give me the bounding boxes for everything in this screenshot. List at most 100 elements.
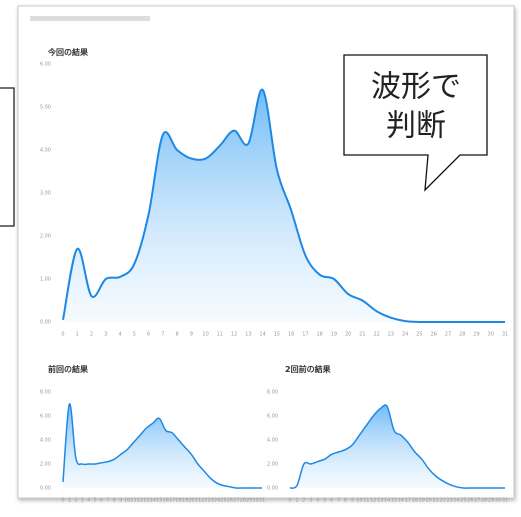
- x-tick-label: 27: [445, 332, 451, 338]
- x-tick-label: 21: [432, 498, 438, 504]
- x-tick-label: 14: [150, 498, 156, 504]
- line: [62, 88, 505, 324]
- x-tick-label: 17: [405, 498, 411, 504]
- x-tick-label: 24: [402, 332, 408, 338]
- x-tick-label: 4: [118, 332, 121, 338]
- x-tick-label: 13: [245, 332, 251, 338]
- x-tick-label: 14: [259, 332, 265, 338]
- y-tick-label: 4.00: [40, 438, 51, 444]
- y-tick-label: 2.00: [267, 462, 278, 468]
- x-tick-label: 5: [133, 332, 136, 338]
- chart-title: 前回の結果: [48, 364, 88, 374]
- chart-title: 2回前の結果: [285, 364, 331, 374]
- x-tick-label: 19: [419, 498, 425, 504]
- x-tick-label: 9: [351, 498, 354, 504]
- x-tick-label: 15: [156, 498, 162, 504]
- x-tick-label: 11: [363, 498, 369, 504]
- area: [63, 89, 505, 323]
- header-blur: [30, 16, 150, 21]
- x-tick-label: 8: [344, 498, 347, 504]
- x-tick-label: 27: [233, 498, 239, 504]
- x-tick-label: 17: [169, 498, 175, 504]
- x-tick-label: 9: [190, 332, 193, 338]
- x-tick-label: 26: [431, 332, 437, 338]
- callout-text: 波形で: [371, 70, 461, 105]
- x-tick-label: 16: [398, 498, 404, 504]
- y-tick-label: 4.00: [267, 438, 278, 444]
- x-tick-label: 7: [161, 332, 164, 338]
- x-tick-label: 31: [502, 498, 508, 504]
- x-tick-label: 22: [439, 498, 445, 504]
- x-tick-label: 15: [391, 498, 397, 504]
- x-tick-label: 30: [252, 498, 258, 504]
- callout-text: 判断: [386, 109, 446, 144]
- x-tick-label: 19: [331, 332, 337, 338]
- x-tick-label: 27: [474, 498, 480, 504]
- x-tick-label: 1: [68, 498, 71, 504]
- y-tick-label: 0.00: [40, 320, 51, 326]
- x-tick-label: 24: [214, 498, 220, 504]
- x-tick-label: 18: [316, 332, 322, 338]
- x-tick-label: 9: [119, 498, 122, 504]
- x-tick-label: 0: [61, 498, 64, 504]
- x-tick-label: 20: [345, 332, 351, 338]
- x-tick-label: 11: [217, 332, 223, 338]
- x-tick-label: 2: [90, 332, 93, 338]
- x-tick-label: 16: [288, 332, 294, 338]
- x-tick-label: 21: [359, 332, 365, 338]
- x-tick-label: 29: [473, 332, 479, 338]
- x-tick-label: 5: [323, 498, 326, 504]
- x-tick-label: 21: [195, 498, 201, 504]
- x-tick-label: 29: [488, 498, 494, 504]
- x-tick-label: 3: [309, 498, 312, 504]
- x-tick-label: 23: [446, 498, 452, 504]
- x-tick-label: 20: [426, 498, 432, 504]
- x-tick-label: 25: [460, 498, 466, 504]
- y-tick-label: 1.00: [40, 277, 51, 283]
- chart-title: 今回の結果: [47, 47, 88, 57]
- x-tick-label: 13: [377, 498, 383, 504]
- x-tick-label: 28: [240, 498, 246, 504]
- callout-box: [343, 54, 488, 192]
- area: [63, 403, 262, 489]
- x-tick-label: 13: [143, 498, 149, 504]
- x-tick-label: 31: [259, 498, 265, 504]
- x-tick-label: 12: [231, 332, 237, 338]
- x-tick-label: 30: [488, 332, 494, 338]
- x-tick-label: 4: [316, 498, 319, 504]
- x-tick-label: 23: [207, 498, 213, 504]
- x-tick-label: 11: [130, 498, 136, 504]
- x-tick-label: 24: [453, 498, 459, 504]
- x-tick-label: 28: [481, 498, 487, 504]
- x-tick-label: 0: [61, 332, 64, 338]
- x-tick-label: 0: [288, 498, 291, 504]
- x-tick-label: 8: [113, 498, 116, 504]
- area: [290, 405, 505, 489]
- y-tick-label: 5.00: [40, 105, 51, 111]
- x-tick-label: 16: [163, 498, 169, 504]
- x-tick-label: 17: [302, 332, 308, 338]
- x-tick-label: 22: [373, 332, 379, 338]
- x-tick-label: 22: [201, 498, 207, 504]
- x-tick-label: 18: [175, 498, 181, 504]
- y-tick-label: 6.00: [40, 414, 51, 420]
- x-tick-label: 2: [302, 498, 305, 504]
- x-tick-label: 25: [416, 332, 422, 338]
- y-tick-label: 2.00: [40, 462, 51, 468]
- y-tick-label: 8.00: [267, 390, 278, 396]
- x-tick-label: 4: [87, 498, 90, 504]
- x-tick-label: 20: [188, 498, 194, 504]
- x-tick-label: 19: [182, 498, 188, 504]
- x-tick-label: 1: [76, 332, 79, 338]
- x-tick-label: 2: [74, 498, 77, 504]
- x-tick-label: 23: [388, 332, 394, 338]
- x-tick-label: 12: [370, 498, 376, 504]
- x-tick-label: 28: [459, 332, 465, 338]
- x-tick-label: 1: [295, 498, 298, 504]
- y-tick-label: 6.00: [267, 414, 278, 420]
- x-tick-label: 26: [227, 498, 233, 504]
- side-callout: [0, 87, 15, 227]
- x-tick-label: 18: [412, 498, 418, 504]
